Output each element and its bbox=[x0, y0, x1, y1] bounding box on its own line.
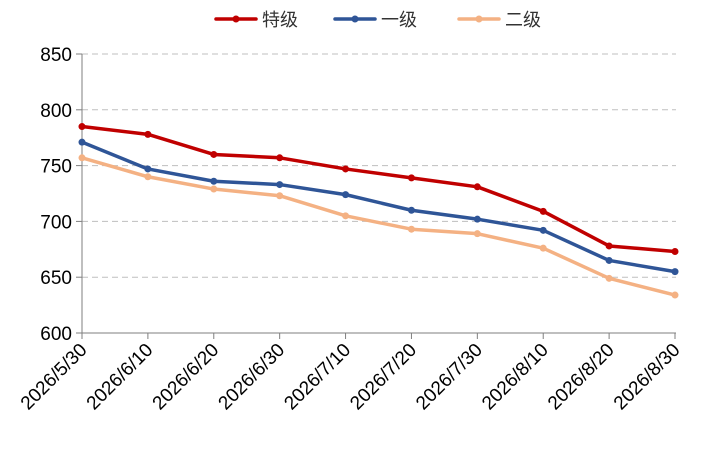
x-tick-label: 2026/6/20 bbox=[149, 340, 224, 415]
data-point bbox=[605, 274, 613, 282]
data-point bbox=[539, 244, 547, 252]
x-tick-label: 2026/7/30 bbox=[412, 340, 487, 415]
legend-marker bbox=[351, 15, 359, 23]
data-point bbox=[210, 185, 218, 193]
data-point bbox=[671, 291, 679, 299]
data-point bbox=[407, 174, 415, 182]
data-point bbox=[539, 226, 547, 234]
legend-marker bbox=[475, 15, 483, 23]
data-point bbox=[78, 138, 86, 146]
data-point bbox=[473, 183, 481, 191]
data-point bbox=[276, 154, 284, 162]
data-point bbox=[605, 256, 613, 264]
x-tick-label: 2026/8/20 bbox=[544, 340, 619, 415]
legend-label: 特级 bbox=[262, 10, 298, 31]
data-point bbox=[671, 268, 679, 276]
data-point bbox=[342, 191, 350, 199]
data-point bbox=[210, 150, 218, 158]
data-point bbox=[144, 173, 152, 181]
y-axis-ticks: 600 650 700 750 800 850 bbox=[40, 45, 72, 345]
y-tick-label: 600 bbox=[40, 324, 72, 345]
data-point bbox=[144, 165, 152, 173]
x-axis-ticks: 2026/5/302026/6/102026/6/202026/6/302026… bbox=[17, 340, 685, 415]
data-point bbox=[539, 207, 547, 215]
legend-item-1: 特级 bbox=[214, 10, 298, 31]
legend: 特级 一级 二级 bbox=[214, 10, 541, 31]
x-tick-label: 2026/8/10 bbox=[478, 340, 553, 415]
data-point bbox=[78, 123, 86, 131]
legend-item-2: 一级 bbox=[333, 10, 417, 31]
y-tick-label: 700 bbox=[40, 212, 72, 233]
series-line-1 bbox=[80, 124, 677, 254]
x-tick-label: 2026/6/10 bbox=[83, 340, 158, 415]
x-tick-label: 2026/6/30 bbox=[215, 340, 290, 415]
data-point bbox=[407, 206, 415, 214]
legend-label: 一级 bbox=[381, 10, 417, 31]
series-line-3 bbox=[80, 156, 677, 297]
legend-item-3: 二级 bbox=[457, 10, 541, 31]
data-point bbox=[210, 177, 218, 185]
y-tick-label: 650 bbox=[40, 268, 72, 289]
x-tick-label: 2026/7/20 bbox=[346, 340, 421, 415]
legend-marker bbox=[232, 15, 240, 23]
data-point bbox=[671, 248, 679, 256]
y-tick-label: 750 bbox=[40, 157, 72, 178]
data-point bbox=[342, 165, 350, 173]
x-tick-label: 2026/8/30 bbox=[610, 340, 685, 415]
series-line-2 bbox=[80, 140, 677, 274]
data-point bbox=[78, 154, 86, 162]
y-tick-label: 850 bbox=[40, 45, 72, 66]
y-tick-label: 800 bbox=[40, 101, 72, 122]
x-tick-label: 2026/7/10 bbox=[280, 340, 355, 415]
data-point bbox=[473, 230, 481, 238]
gridlines bbox=[82, 53, 676, 278]
data-point bbox=[342, 212, 350, 220]
series-lines bbox=[78, 123, 679, 299]
data-point bbox=[144, 130, 152, 138]
data-point bbox=[407, 225, 415, 233]
data-point bbox=[473, 215, 481, 223]
axes bbox=[76, 53, 676, 339]
data-point bbox=[605, 242, 613, 250]
data-point bbox=[276, 181, 284, 189]
legend-label: 二级 bbox=[505, 10, 541, 31]
x-tick-label: 2026/5/30 bbox=[17, 340, 92, 415]
data-point bbox=[276, 192, 284, 200]
